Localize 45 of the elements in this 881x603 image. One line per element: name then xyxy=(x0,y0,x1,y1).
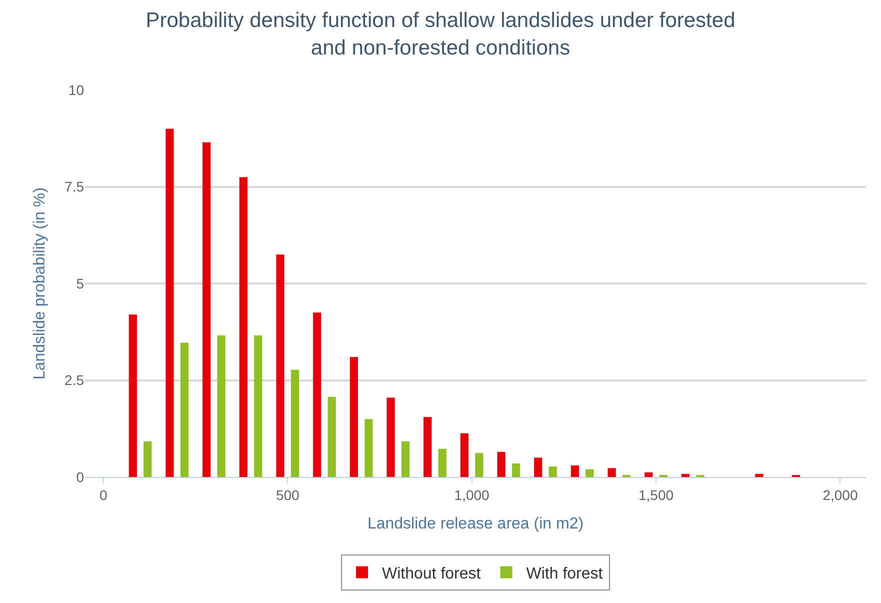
x-axis-title: Landslide release area (in m2) xyxy=(367,516,584,532)
bar xyxy=(144,441,152,477)
x-tick-label: 1,000 xyxy=(454,486,490,503)
bar xyxy=(350,357,358,477)
bar xyxy=(239,177,248,477)
y-tick-label: 5 xyxy=(76,275,84,292)
bar xyxy=(438,448,446,477)
x-tick-label: 500 xyxy=(276,486,300,503)
x-tick-label: 0 xyxy=(100,486,108,503)
bar xyxy=(290,370,300,477)
y-tick-label: 2.5 xyxy=(64,372,84,388)
bar xyxy=(497,452,506,477)
bar xyxy=(534,458,542,477)
bar xyxy=(202,142,211,477)
legend-label: Without forest xyxy=(382,566,482,583)
chart-title: Probability density function of shallow landslides under forested and non-forested conditions xyxy=(146,9,736,60)
bar xyxy=(364,418,373,477)
bar xyxy=(608,468,616,477)
bar xyxy=(570,465,580,477)
bar xyxy=(128,314,137,477)
bar xyxy=(166,128,174,477)
bar xyxy=(328,396,336,477)
x-tick-label: 1,500 xyxy=(638,486,674,503)
bar xyxy=(180,342,189,477)
y-axis-title: Landslide probability (in %) xyxy=(31,187,48,380)
bar xyxy=(386,398,395,477)
bar xyxy=(313,312,322,477)
bar xyxy=(681,474,690,477)
bar xyxy=(401,441,410,477)
bar xyxy=(460,433,468,477)
bar xyxy=(755,474,764,477)
bar xyxy=(475,453,484,477)
y-tick-label: 7.5 xyxy=(64,178,84,195)
x-tick-label: 2,000 xyxy=(822,486,858,503)
bar xyxy=(548,466,557,477)
legend-label: With forest xyxy=(526,566,604,583)
y-tick-label: 10 xyxy=(68,82,84,98)
bar xyxy=(254,335,262,477)
bar xyxy=(424,417,432,477)
bar xyxy=(217,335,226,477)
y-tick-label: 0 xyxy=(76,468,84,485)
bar xyxy=(644,472,653,477)
bar xyxy=(512,463,520,477)
bar xyxy=(586,469,594,477)
bar xyxy=(276,254,284,477)
